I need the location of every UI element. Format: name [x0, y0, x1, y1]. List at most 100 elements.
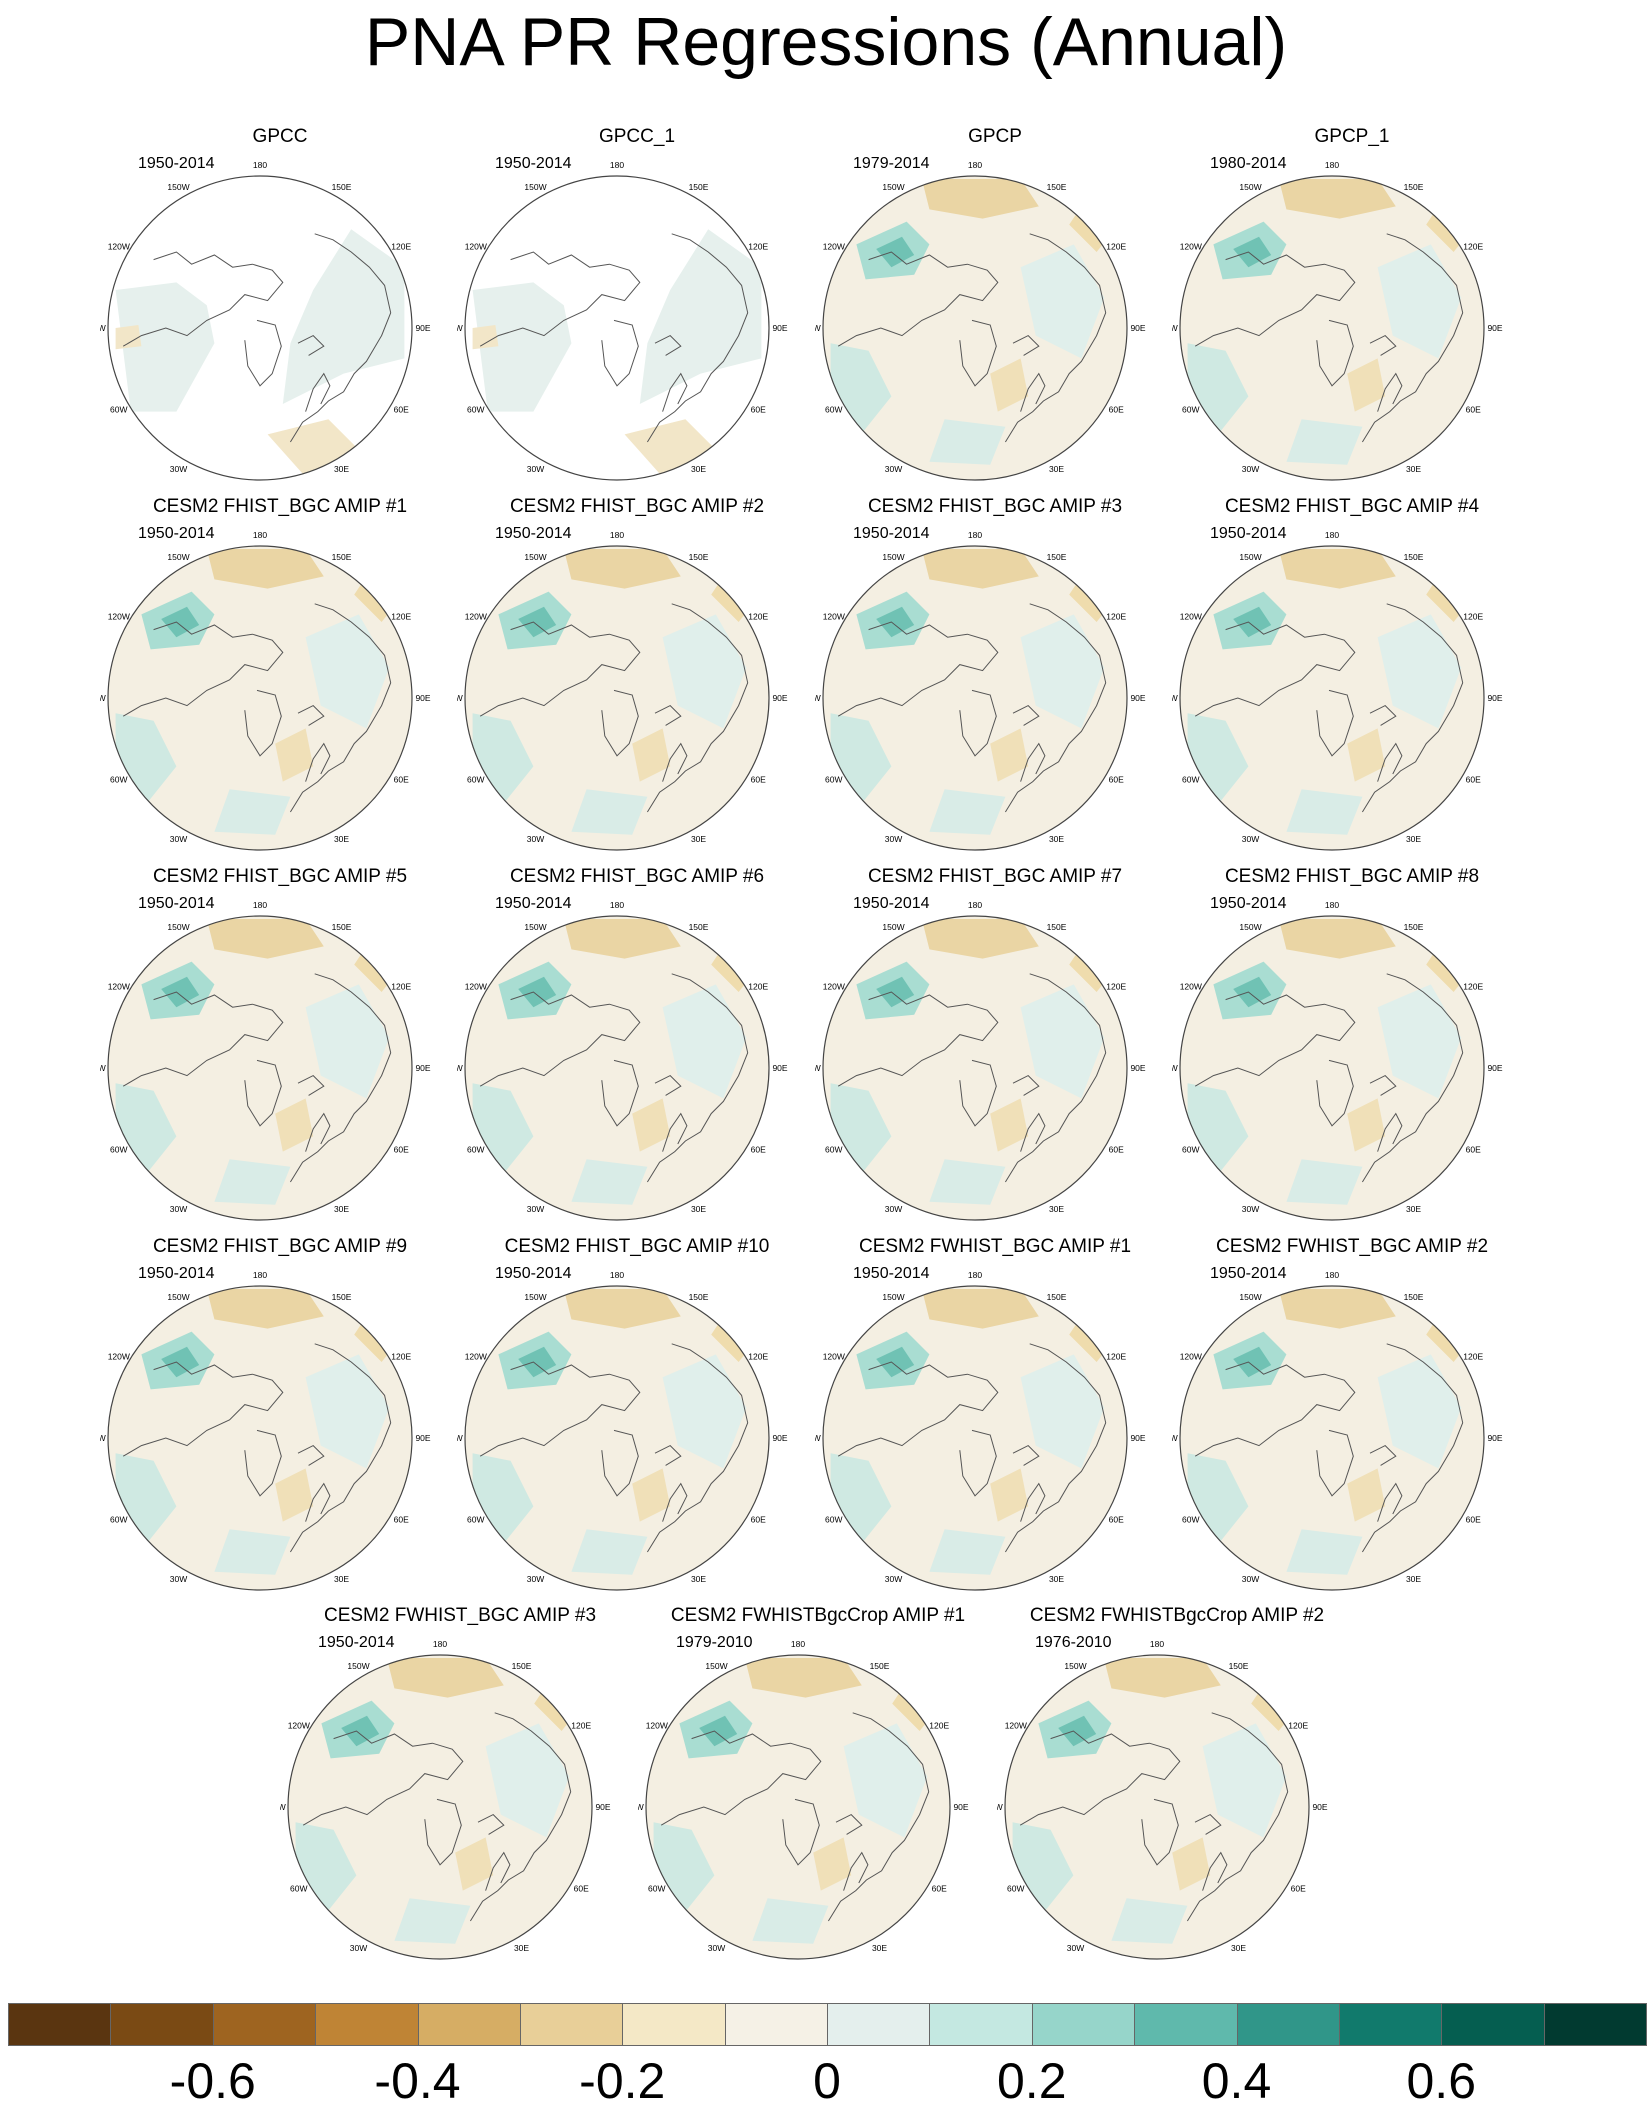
longitude-label: 150W: [1239, 922, 1261, 932]
longitude-label: 180: [968, 1270, 982, 1280]
longitude-label: 150E: [332, 552, 352, 562]
longitude-label: 30E: [1231, 1943, 1246, 1953]
panel-period: 1950-2014: [495, 155, 572, 172]
longitude-label: 90W: [815, 693, 821, 703]
longitude-label: 60E: [1109, 775, 1124, 785]
panel-title: CESM2 FHIST_BGC AMIP #6: [509, 866, 765, 887]
longitude-label: 60W: [825, 1145, 842, 1155]
polar-map: 180 150E 120E 90E 60E 30E 0 30W 60W 90W 120W 150W: [815, 530, 1146, 858]
colorbar-tick-label: -0.6: [169, 2053, 256, 2109]
longitude-label: 180: [253, 530, 267, 540]
longitude-label: 150E: [1229, 1661, 1249, 1671]
colorbar-tick-label: 0.6: [1406, 2053, 1477, 2109]
longitude-label: 150E: [1404, 922, 1424, 932]
longitude-label: 30W: [885, 1204, 902, 1214]
longitude-label: 30W: [1242, 834, 1259, 844]
panel-period: 1950-2014: [495, 895, 572, 912]
panel-period: 1950-2014: [318, 1634, 395, 1651]
longitude-label: 60E: [1109, 1515, 1124, 1525]
longitude-label: 60E: [394, 405, 409, 415]
longitude-label: 150W: [882, 182, 904, 192]
longitude-label: 0: [1330, 1226, 1335, 1228]
polar-map: 180 150E 120E 90E 60E 30E 0 30W 60W 90W 120W 150W: [457, 900, 788, 1228]
longitude-label: 60E: [751, 775, 766, 785]
colorbar-swatch: [622, 2003, 726, 2046]
longitude-label: 150E: [332, 922, 352, 932]
longitude-label: 120W: [108, 612, 130, 622]
longitude-label: 90W: [1172, 1063, 1178, 1073]
longitude-label: 60E: [751, 1515, 766, 1525]
longitude-label: 60W: [825, 405, 842, 415]
panel-title: CESM2 FWHISTBgcCrop AMIP #1: [670, 1605, 966, 1626]
longitude-label: 0: [973, 1226, 978, 1228]
colorbar-swatch: [724, 2003, 828, 2046]
longitude-label: 30W: [1067, 1943, 1084, 1953]
longitude-label: 60W: [1182, 775, 1199, 785]
longitude-label: 60W: [467, 405, 484, 415]
longitude-label: 60E: [574, 1884, 589, 1894]
longitude-label: 30W: [527, 464, 544, 474]
longitude-label: 120E: [571, 1721, 591, 1731]
longitude-label: 120W: [1180, 612, 1202, 622]
longitude-label: 120W: [823, 612, 845, 622]
longitude-label: 120W: [823, 1352, 845, 1362]
polar-map: 180 150E 120E 90E 60E 30E 0 30W 60W 90W 120W 150W: [100, 1270, 431, 1598]
colorbar-swatch: [417, 2003, 521, 2046]
longitude-label: 120E: [1463, 1352, 1483, 1362]
longitude-label: 90E: [772, 1063, 787, 1073]
longitude-label: 30W: [885, 834, 902, 844]
longitude-label: 60E: [751, 405, 766, 415]
longitude-label: 30E: [334, 1204, 349, 1214]
panel-title: GPCP: [968, 126, 1022, 147]
longitude-label: 120E: [1288, 1721, 1308, 1731]
longitude-label: 180: [253, 1270, 267, 1280]
longitude-label: 90E: [1130, 693, 1145, 703]
longitude-label: 120E: [391, 242, 411, 252]
map-panel: CESM2 FHIST_BGC AMIP #4 1950-2014 180 150E 1…: [1172, 496, 1532, 858]
panel-period: 1950-2014: [853, 895, 930, 912]
longitude-label: 90E: [772, 1433, 787, 1443]
longitude-label: 180: [1325, 1270, 1339, 1280]
polar-map: 180 150E 120E 90E 60E 30E 0 30W 60W 90W 120W 150W: [280, 1639, 611, 1967]
longitude-label: 90W: [457, 1433, 463, 1443]
longitude-label: 150E: [332, 1292, 352, 1302]
longitude-label: 30E: [1049, 1204, 1064, 1214]
longitude-label: 90E: [1130, 1433, 1145, 1443]
longitude-label: 150W: [167, 182, 189, 192]
longitude-label: 30W: [885, 464, 902, 474]
map-panel: CESM2 FHIST_BGC AMIP #9 1950-2014 180 150E 1…: [100, 1236, 460, 1598]
panel-period: 1950-2014: [1210, 1265, 1287, 1282]
panel-title: CESM2 FWHIST_BGC AMIP #1: [858, 1236, 1132, 1257]
longitude-label: 150E: [512, 1661, 532, 1671]
longitude-label: 90W: [815, 1063, 821, 1073]
polar-map: 180 150E 120E 90E 60E 30E 0 30W 60W 90W 120W 150W: [1172, 160, 1503, 488]
longitude-label: 120W: [823, 982, 845, 992]
map-panel: CESM2 FHIST_BGC AMIP #8 1950-2014 180 150E 1…: [1172, 866, 1532, 1228]
longitude-label: 90W: [1172, 323, 1178, 333]
longitude-label: 120W: [108, 1352, 130, 1362]
panel-title: CESM2 FWHIST_BGC AMIP #2: [1215, 1236, 1489, 1257]
longitude-label: 90W: [457, 323, 463, 333]
longitude-label: 180: [610, 160, 624, 170]
longitude-label: 180: [1325, 900, 1339, 910]
longitude-label: 120W: [108, 242, 130, 252]
map-panel: CESM2 FWHIST_BGC AMIP #3 1950-2014 180 150E…: [280, 1605, 640, 1967]
map-panel: CESM2 FWHIST_BGC AMIP #1 1950-2014 180 150E…: [815, 1236, 1175, 1598]
colorbar-tick-label: -0.4: [374, 2053, 461, 2109]
longitude-label: 150E: [689, 1292, 709, 1302]
panel-period: 1950-2014: [1210, 525, 1287, 542]
longitude-label: 30W: [885, 1574, 902, 1584]
polar-map: 180 150E 120E 90E 60E 30E 0 30W 60W 90W 120W 150W: [1172, 900, 1503, 1228]
panel-title: CESM2 FHIST_BGC AMIP #4: [1224, 496, 1480, 517]
longitude-label: 60E: [932, 1884, 947, 1894]
longitude-label: 30E: [691, 834, 706, 844]
longitude-label: 30E: [334, 1574, 349, 1584]
longitude-label: 0: [973, 856, 978, 858]
polar-map: 180 150E 120E 90E 60E 30E 0 30W 60W 90W 120W 150W: [457, 530, 788, 858]
panel-title: CESM2 FHIST_BGC AMIP #8: [1224, 866, 1480, 887]
longitude-label: 150W: [882, 922, 904, 932]
longitude-label: 180: [968, 900, 982, 910]
longitude-label: 30W: [170, 834, 187, 844]
longitude-label: 180: [968, 530, 982, 540]
longitude-label: 150E: [332, 182, 352, 192]
